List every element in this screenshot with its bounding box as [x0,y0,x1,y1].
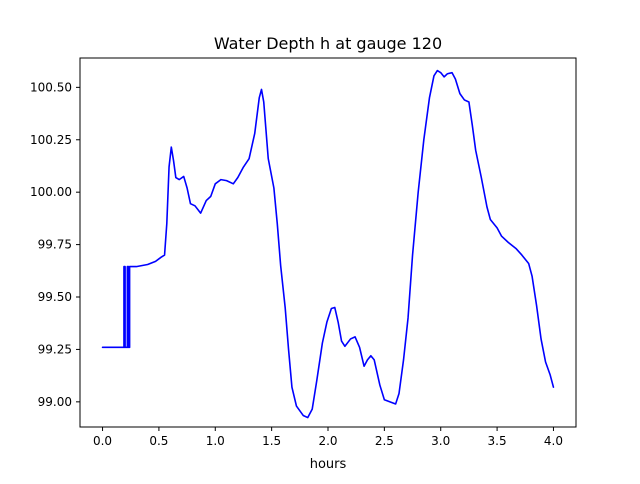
x-tick-label: 2.0 [318,434,337,448]
y-tick-label: 99.00 [38,395,72,409]
y-tick-label: 99.75 [38,238,72,252]
y-tick-label: 100.25 [30,133,72,147]
ticks-layer: 0.0 0.5 1.0 1.5 2.0 2.5 3.0 3.5 4.0 99.00 99.25 99.… [30,80,563,448]
plot-frame [79,57,577,428]
plot-layer [101,69,555,419]
x-tick-label: 0.0 [93,434,112,448]
y-tick-label: 100.00 [30,185,72,199]
y-tick-label: 99.25 [38,342,72,356]
x-tick-label: 3.5 [488,434,507,448]
water-depth-line [101,69,555,419]
x-tick-label: 2.5 [375,434,394,448]
x-tick-label: 3.0 [431,434,450,448]
y-tick-label: 99.50 [38,290,72,304]
y-tick-label: 100.50 [30,80,72,94]
x-tick-label: 0.5 [149,434,168,448]
x-tick-label: 1.5 [262,434,281,448]
x-tick-label: 4.0 [544,434,563,448]
x-axis-label: hours [310,457,347,472]
chart-title: Water Depth h at gauge 120 [214,34,442,53]
x-tick-label: 1.0 [206,434,225,448]
